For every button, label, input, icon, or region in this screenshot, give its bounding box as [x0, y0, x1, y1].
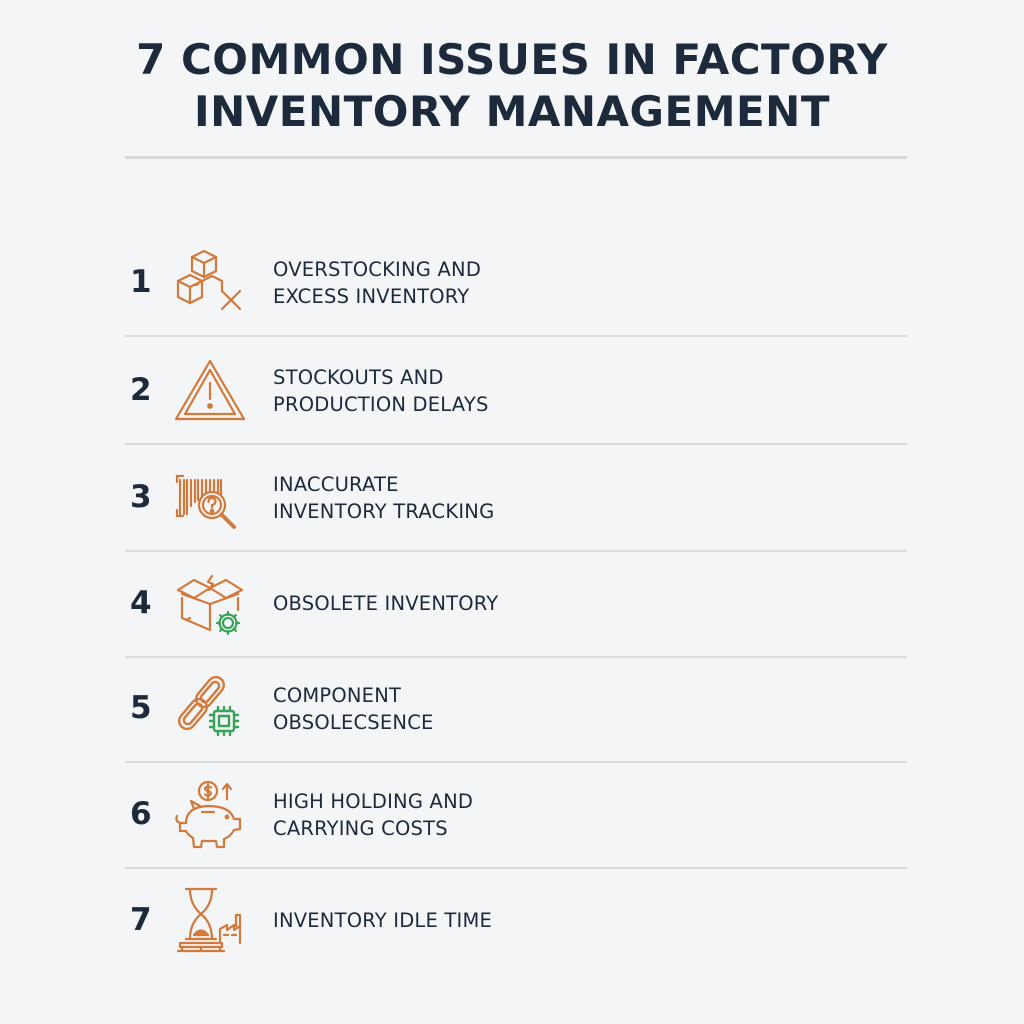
issue-label-line-2: EXCESS INVENTORY	[273, 284, 470, 308]
issue-item-7: 7 INVENTORY IDLE TIME	[125, 868, 907, 973]
issue-label: INACCURATE INVENTORY TRACKING	[273, 445, 494, 550]
warning-triangle-icon	[172, 355, 250, 427]
issue-label-line-1: HIGH HOLDING AND	[273, 789, 474, 813]
issue-label-line-2: CARRYING COSTS	[273, 816, 448, 840]
issue-item-3: 3 INACCURATE INVENTORY TRACKING	[125, 445, 907, 552]
row-divider	[125, 443, 907, 445]
barcode-magnifier-icon	[172, 462, 250, 534]
issue-label: INVENTORY IDLE TIME	[273, 868, 492, 973]
page-title: 7 COMMON ISSUES IN FACTORY INVENTORY MAN…	[0, 34, 1024, 138]
issue-number: 1	[130, 264, 152, 300]
issue-label: COMPONENT OBSOLECSENCE	[273, 656, 434, 761]
issue-label-line-1: OVERSTOCKING AND	[273, 257, 482, 281]
title-line-1: 7 COMMON ISSUES IN FACTORY	[136, 35, 888, 84]
row-divider	[125, 550, 907, 552]
issue-label-line-2: INVENTORY TRACKING	[273, 499, 495, 523]
row-divider	[125, 335, 907, 337]
issue-number: 6	[130, 796, 152, 832]
issue-number: 3	[130, 479, 152, 515]
issue-label-line-1: INACCURATE	[273, 472, 399, 496]
issue-number: 2	[130, 372, 152, 408]
issue-number: 7	[130, 902, 152, 938]
issue-label-line-2: OBSOLECSENCE	[273, 710, 434, 734]
issue-item-2: 2 STOCKOUTS AND PRODUCTION DELAYS	[125, 338, 907, 445]
issue-label: OBSOLETE INVENTORY	[273, 551, 498, 656]
issue-label: STOCKOUTS AND PRODUCTION DELAYS	[273, 338, 489, 443]
row-divider	[125, 656, 907, 658]
hourglass-factory-icon	[172, 885, 250, 957]
stacked-boxes-x-icon	[172, 247, 250, 319]
issue-item-4: 4 OBSOLETE INVEN	[125, 551, 907, 658]
issue-label: OVERSTOCKING AND EXCESS INVENTORY	[273, 230, 481, 335]
issue-item-1: 1 OVERSTOCKING AND EXCESS INVENTORY	[125, 230, 907, 337]
piggy-bank-icon	[172, 779, 250, 851]
issue-label-line-2: PRODUCTION DELAYS	[273, 392, 489, 416]
issue-label-line-1: INVENTORY IDLE TIME	[273, 909, 493, 932]
issue-label-line-1: OBSOLETE INVENTORY	[273, 592, 499, 615]
issue-item-6: 6 HIGH HOLDING AND CARRYING COSTS	[125, 762, 907, 869]
row-divider	[125, 761, 907, 763]
issue-label-line-1: COMPONENT	[273, 683, 402, 707]
title-divider	[125, 156, 907, 159]
open-box-gear-icon	[172, 568, 250, 640]
issue-label: HIGH HOLDING AND CARRYING COSTS	[273, 762, 473, 867]
issue-label-line-1: STOCKOUTS AND	[273, 365, 444, 389]
chain-chip-icon	[172, 673, 250, 745]
row-divider	[125, 867, 907, 869]
issue-number: 4	[130, 585, 152, 621]
issue-item-5: 5 COMPONENT OBSOLECSENCE	[125, 656, 907, 763]
issue-number: 5	[130, 690, 152, 726]
title-line-2: INVENTORY MANAGEMENT	[194, 87, 830, 136]
